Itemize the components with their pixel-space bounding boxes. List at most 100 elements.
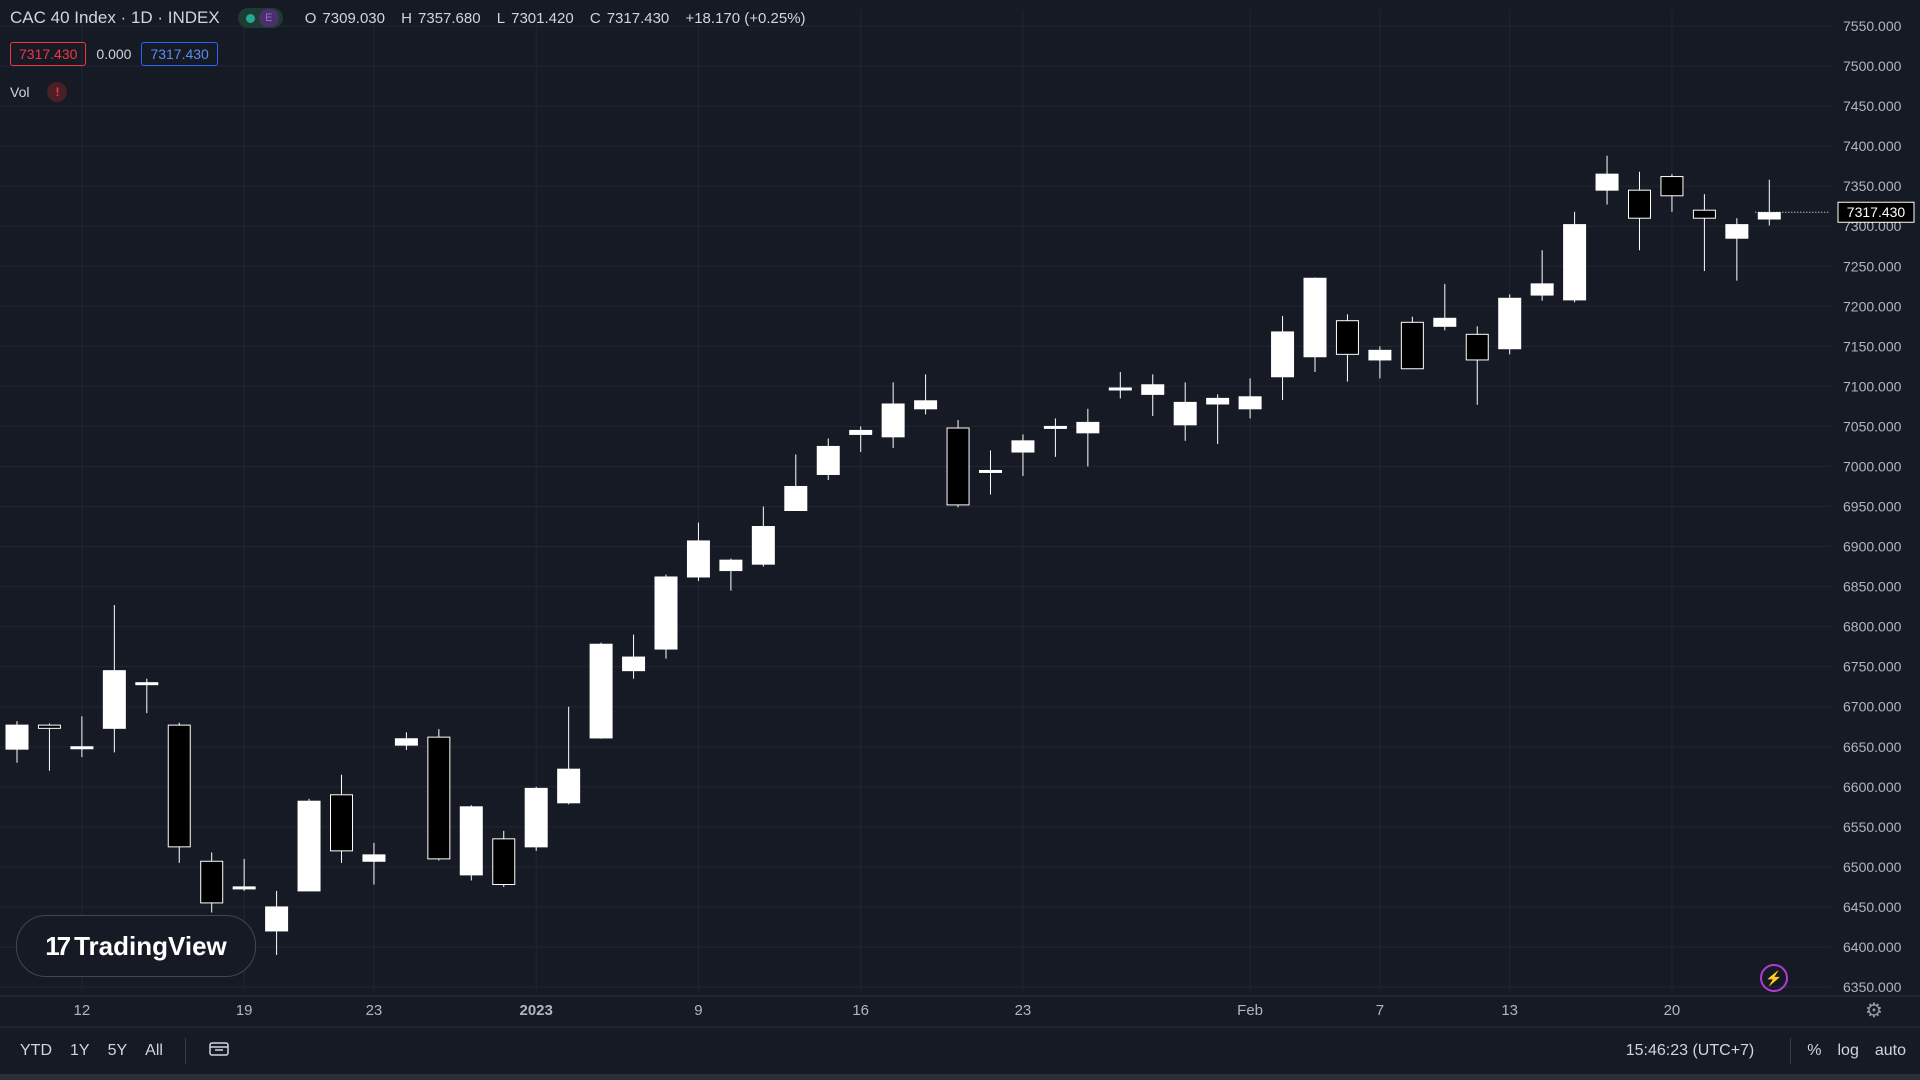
percent-scale-toggle[interactable]: % xyxy=(1807,1042,1822,1059)
exchange-badge: E xyxy=(258,9,279,27)
candle-body xyxy=(1628,189,1651,219)
y-tick-label: 7350.000 xyxy=(1843,178,1902,194)
candle-body xyxy=(232,886,256,890)
candle-body xyxy=(1076,421,1100,434)
candle-body xyxy=(686,540,710,578)
range-5y-button[interactable]: 5Y xyxy=(107,1042,128,1059)
warning-icon[interactable]: ! xyxy=(47,82,68,102)
candle-body xyxy=(1563,224,1587,301)
candle-body xyxy=(1043,425,1067,429)
candle-body xyxy=(1595,173,1619,191)
y-tick-label: 6600.000 xyxy=(1843,779,1902,795)
spread-value: 0.000 xyxy=(96,46,132,62)
candle-body xyxy=(751,526,775,565)
y-tick-label: 6650.000 xyxy=(1843,739,1902,755)
last-price-badge xyxy=(1837,201,1915,223)
candle-body xyxy=(394,738,418,746)
candle-body xyxy=(914,400,938,410)
y-tick-label: 7500.000 xyxy=(1843,58,1902,74)
ohlc-open: O 7309.030 xyxy=(304,9,385,27)
candle-body xyxy=(557,768,581,804)
range-ytd-button[interactable]: YTD xyxy=(20,1042,52,1059)
candle-body xyxy=(200,860,224,904)
candle-body xyxy=(1206,397,1230,405)
right-tools: 15:46:23 (UTC+7) % log auto xyxy=(1626,1038,1906,1064)
bottom-toolbar: YTD 1Y 5Y All 15:46:23 (UTC+7) % log aut… xyxy=(0,1028,1920,1074)
x-tick-label: 16 xyxy=(852,1002,869,1019)
candle-body xyxy=(1141,384,1165,395)
candle-body xyxy=(1725,224,1749,239)
lightning-icon[interactable]: ⚡ xyxy=(1760,964,1788,992)
y-tick-label: 6900.000 xyxy=(1843,539,1902,555)
candle-body xyxy=(881,403,905,438)
last-price-label: 7317.430 xyxy=(1847,204,1906,220)
candle-body xyxy=(622,656,646,672)
candle-body xyxy=(459,806,483,876)
market-status-pill[interactable]: E xyxy=(237,8,283,28)
x-tick-label: 23 xyxy=(1015,1002,1032,1019)
market-open-dot xyxy=(245,13,255,23)
buy-price-box[interactable]: 7317.430 xyxy=(141,42,218,66)
candle-body xyxy=(1757,212,1781,220)
candle-body xyxy=(102,670,126,729)
ohlc-close: C 7317.430 xyxy=(589,9,670,27)
volume-label: Vol xyxy=(10,84,30,100)
clock-display[interactable]: 15:46:23 (UTC+7) xyxy=(1625,1042,1755,1059)
candle-body xyxy=(1660,176,1684,197)
y-tick-label: 6450.000 xyxy=(1843,899,1902,915)
y-tick-label: 6750.000 xyxy=(1843,659,1902,675)
x-tick-label: 9 xyxy=(694,1002,702,1019)
range-1y-button[interactable]: 1Y xyxy=(70,1042,90,1059)
candle-body xyxy=(654,576,678,650)
candle-body xyxy=(330,794,353,852)
range-all-button[interactable]: All xyxy=(145,1042,163,1059)
y-tick-label: 6350.000 xyxy=(1843,979,1902,995)
candle-body xyxy=(1011,440,1035,453)
candle-body xyxy=(1173,401,1197,426)
y-tick-label: 7000.000 xyxy=(1843,458,1902,474)
settings-gear-icon[interactable]: ⚙ xyxy=(1865,1000,1883,1022)
y-tick-label: 7150.000 xyxy=(1843,338,1902,354)
candle-body xyxy=(849,429,873,435)
candle-body xyxy=(1108,387,1132,391)
y-tick-label: 6700.000 xyxy=(1843,699,1902,715)
x-tick-label: 12 xyxy=(74,1002,91,1019)
candle-body xyxy=(1271,331,1295,378)
bid-ask-row: 7317.430 0.000 7317.430 xyxy=(10,42,218,66)
toolbar-divider xyxy=(1790,1038,1792,1064)
candle-body xyxy=(1465,333,1489,361)
toolbar-divider xyxy=(184,1038,186,1064)
bottom-edge-strip xyxy=(0,1074,1920,1080)
candle-body xyxy=(265,906,289,932)
log-scale-toggle[interactable]: log xyxy=(1837,1042,1859,1059)
candle-body xyxy=(427,736,451,860)
x-tick-label: 2023 xyxy=(520,1002,553,1019)
y-tick-label: 7200.000 xyxy=(1843,298,1902,314)
candle-body xyxy=(816,445,840,475)
auto-scale-toggle[interactable]: auto xyxy=(1874,1042,1906,1059)
y-tick-label: 6500.000 xyxy=(1843,859,1902,875)
candle-body xyxy=(492,838,516,885)
symbol-title[interactable]: CAC 40 Index · 1D · INDEX xyxy=(10,8,220,27)
y-tick-label: 6400.000 xyxy=(1843,939,1902,955)
y-tick-label: 7400.000 xyxy=(1843,138,1902,154)
tradingview-logo[interactable]: 17 TradingView xyxy=(16,915,256,977)
volume-indicator[interactable]: Vol ! xyxy=(10,82,68,102)
candle-body xyxy=(1498,297,1522,350)
ohlc-change: +18.170 (+0.25%) xyxy=(685,9,806,27)
candle-body xyxy=(979,469,1002,473)
logo-text: TradingView xyxy=(74,930,227,961)
date-range-icon[interactable] xyxy=(208,1040,230,1063)
y-tick-label: 7250.000 xyxy=(1843,258,1902,274)
y-tick-label: 7050.000 xyxy=(1843,418,1902,434)
candle-body xyxy=(5,724,29,750)
y-tick-label: 6800.000 xyxy=(1843,619,1902,635)
sell-price-box[interactable]: 7317.430 xyxy=(10,42,87,66)
y-tick-label: 7550.000 xyxy=(1843,18,1902,34)
candle-body xyxy=(524,787,548,848)
ohlc-low: L 7301.420 xyxy=(496,9,574,27)
candle-body xyxy=(37,724,61,729)
candle-body xyxy=(946,427,970,506)
